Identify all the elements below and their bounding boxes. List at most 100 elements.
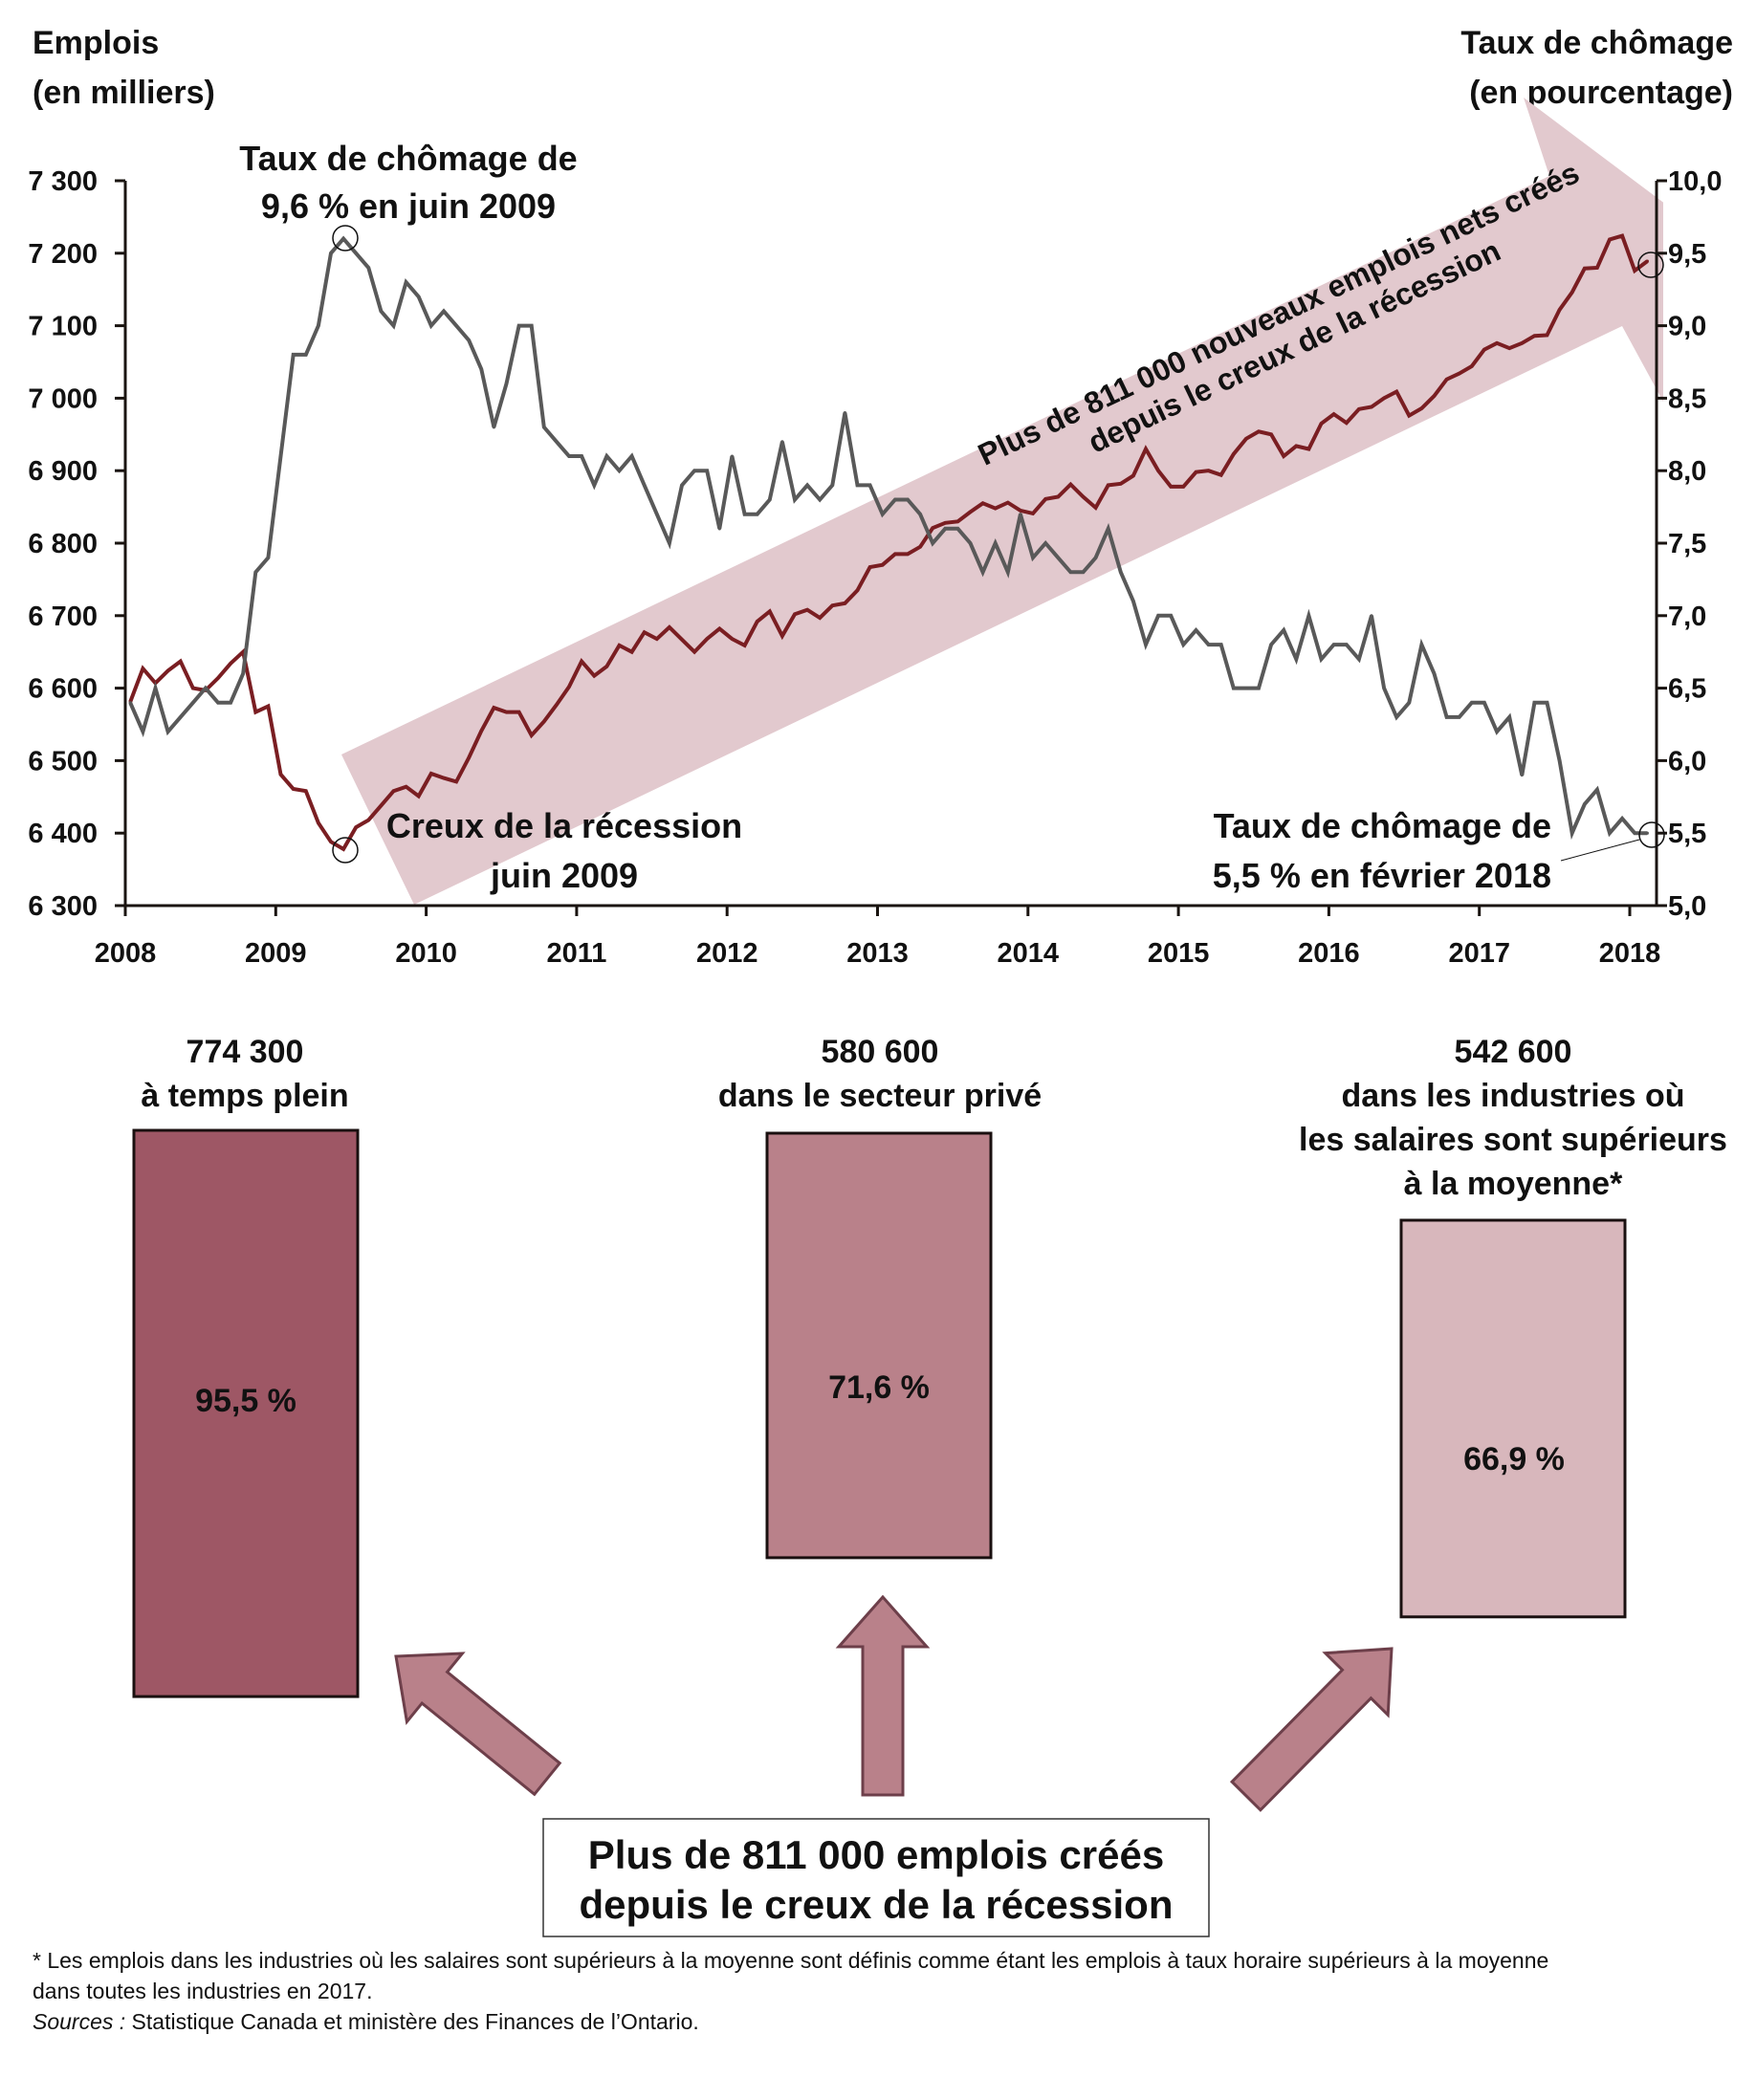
- employment-point: [918, 545, 922, 549]
- employment-point: [1081, 494, 1086, 499]
- employment-point: [805, 608, 809, 612]
- employment-point: [1219, 473, 1223, 477]
- unemployment-rate-point: [1645, 831, 1649, 835]
- unemployment-rate-point: [1056, 556, 1060, 559]
- employment-point: [855, 588, 860, 592]
- employment-point: [1232, 452, 1236, 456]
- x-tick-label: 2010: [395, 938, 457, 969]
- employment-point: [906, 552, 910, 556]
- employment-point: [604, 665, 608, 668]
- employment-point: [229, 662, 232, 666]
- employment-point: [1144, 447, 1148, 451]
- unemployment-rate-point: [943, 527, 947, 531]
- employment-point: [1482, 348, 1486, 352]
- peak-annotation-line2: 9,6 % en juin 2009: [261, 186, 556, 226]
- peak-marker-circle: [332, 225, 359, 252]
- employment-point: [1394, 389, 1398, 394]
- right-tick-label: 6,0: [1668, 746, 1706, 777]
- employment-point: [994, 507, 998, 511]
- employment-point: [253, 711, 257, 714]
- footnote-line2: dans toutes les industries en 2017.: [33, 1979, 372, 2003]
- bar-group-above-average-wage: 542 600 dans les industries où les salai…: [1299, 1034, 1727, 1619]
- arrow-to-full-time-bar: [394, 1652, 562, 1797]
- unemployment-rate-point: [1194, 628, 1198, 632]
- employment-point: [1633, 269, 1636, 273]
- trend-arrow: [341, 98, 1663, 905]
- employment-point: [1181, 485, 1185, 489]
- employment-point: [881, 563, 885, 567]
- unemployment-rate-point: [1445, 715, 1449, 719]
- unemployment-rate-point: [304, 353, 308, 357]
- right-tick-label: 6,5: [1668, 674, 1706, 705]
- unemployment-rate-point: [1608, 831, 1612, 835]
- employment-point: [1407, 413, 1411, 418]
- unemployment-rate-point: [868, 483, 872, 487]
- employment-point: [968, 510, 973, 514]
- bar-percent-label: 95,5 %: [195, 1383, 296, 1419]
- arrow-to-private-sector-bar: [835, 1594, 931, 1797]
- unemployment-rate-point: [278, 454, 283, 458]
- unemployment-rate-point: [617, 469, 622, 472]
- unemployment-rate-point: [968, 541, 973, 545]
- sources-label: Sources :: [33, 2009, 125, 2034]
- unemployment-rate-point: [592, 483, 596, 487]
- employment-point: [893, 552, 897, 556]
- unemployment-rate-point: [906, 497, 910, 502]
- unemployment-rate-point: [717, 527, 721, 531]
- employment-point: [1357, 407, 1361, 411]
- unemployment-rate-point: [981, 570, 985, 574]
- employment-point: [617, 644, 622, 647]
- employment-point: [1269, 432, 1273, 436]
- unemployment-rate-point: [1407, 701, 1411, 705]
- unemployment-rate-point: [604, 454, 608, 458]
- unemployment-rate-point: [253, 570, 257, 574]
- employment-point: [955, 519, 959, 523]
- employment-point: [742, 644, 747, 647]
- right-tick-label: 9,0: [1668, 312, 1706, 342]
- sources-text: Statistique Canada et ministère des Fina…: [125, 2009, 699, 2034]
- unemployment-rate-point: [1119, 570, 1123, 574]
- employment-point: [179, 659, 183, 664]
- right-tick-label: 7,5: [1668, 529, 1706, 559]
- employment-point: [1370, 405, 1373, 409]
- axis-ticks: 6 300 6 400 6 500 6 600 6 700 6 800 6 900 7 000…: [28, 166, 1722, 969]
- unemployment-rate-point: [1081, 570, 1086, 574]
- unemployment-rate-point: [1181, 643, 1185, 646]
- unemployment-rate-point: [918, 513, 922, 516]
- unemployment-rate-point: [1432, 671, 1437, 676]
- unemployment-rate-point: [994, 541, 998, 545]
- bar-percent-label: 71,6 %: [828, 1369, 930, 1406]
- bar-group-private-sector: 580 600 dans le secteur privé 71,6 %: [718, 1034, 1042, 1560]
- bar-above-average-wage: [1399, 1218, 1627, 1619]
- x-tick-label: 2017: [1448, 938, 1510, 969]
- x-tick-label: 2015: [1148, 938, 1210, 969]
- unemployment-rate-point: [153, 687, 158, 690]
- employment-point: [1257, 429, 1261, 433]
- left-tick-label: 6 900: [28, 456, 98, 487]
- employment-point: [1382, 396, 1386, 400]
- employment-point: [1507, 346, 1511, 350]
- employment-point: [141, 667, 144, 670]
- unemployment-rate-point: [580, 454, 583, 458]
- employment-point: [1595, 266, 1599, 270]
- employment-point: [717, 626, 721, 631]
- employment-point: [1620, 234, 1624, 238]
- left-tick-label: 6 800: [28, 529, 98, 559]
- unemployment-rate-point: [1031, 556, 1035, 559]
- chart-series: [128, 233, 1649, 852]
- employment-point: [1169, 485, 1173, 489]
- unemployment-rate-point: [1019, 513, 1022, 516]
- employment-point: [341, 847, 345, 851]
- unemployment-rate-point: [391, 324, 396, 328]
- right-tick-label: 8,0: [1668, 456, 1706, 487]
- employment-point: [1194, 470, 1198, 474]
- employment-point: [1056, 494, 1060, 499]
- employment-point: [1206, 469, 1211, 472]
- employment-point: [668, 625, 671, 629]
- employment-point: [391, 789, 396, 793]
- unemployment-rate-point: [893, 497, 897, 502]
- unemployment-rate-point: [204, 687, 208, 690]
- unemployment-rate-point: [165, 730, 170, 733]
- unemployment-rate-point: [1068, 570, 1072, 574]
